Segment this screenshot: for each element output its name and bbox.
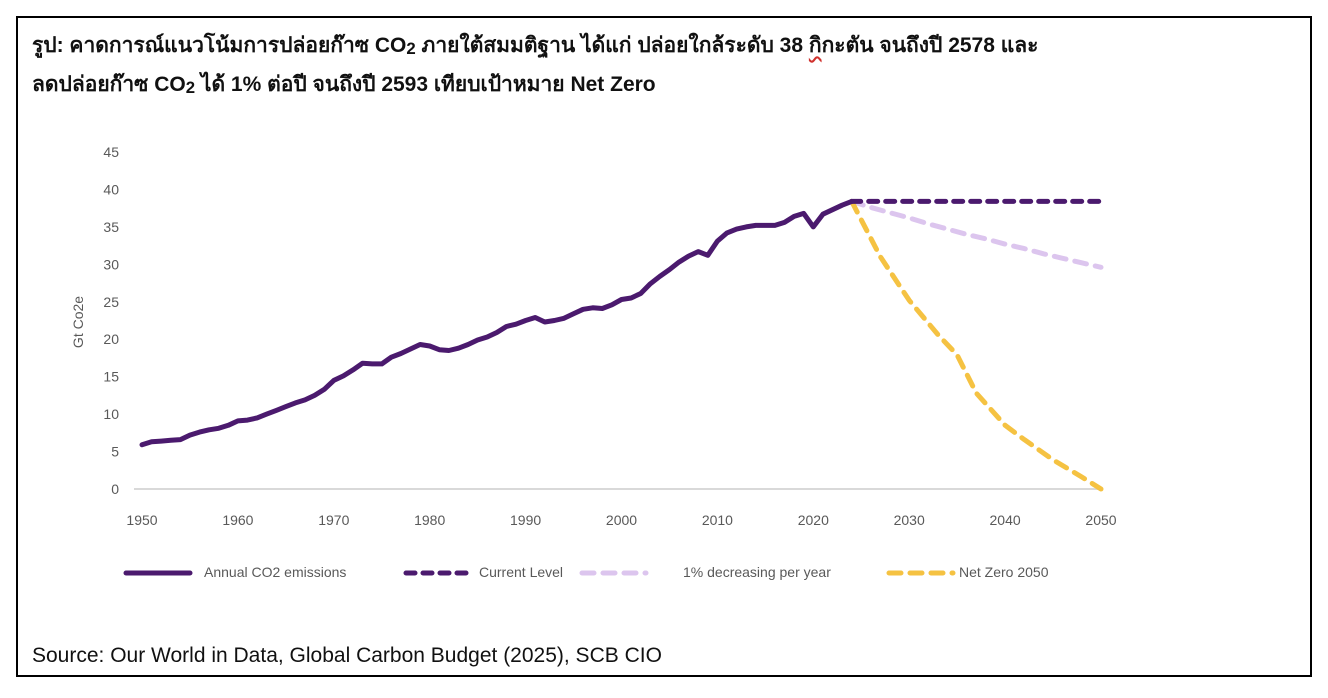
y-tick-label: 40 <box>103 181 119 197</box>
y-tick-label: 10 <box>103 406 119 422</box>
figure-frame <box>16 16 1312 677</box>
x-tick-label: 2040 <box>990 512 1021 528</box>
y-tick-label: 25 <box>103 294 119 310</box>
x-tick-label: 2020 <box>798 512 829 528</box>
x-tick-label: 1960 <box>222 512 253 528</box>
series-group <box>139 198 1104 492</box>
y-tick-label: 15 <box>103 369 119 385</box>
y-tick-label: 5 <box>111 444 119 460</box>
spellcheck-underlined-word: กิ <box>808 34 822 57</box>
x-tick-label: 1950 <box>126 512 157 528</box>
y-axis-ticks: 0 5 10 15 20 25 30 35 40 45 <box>103 144 119 497</box>
legend-item: Annual CO2 emissions <box>123 564 346 580</box>
legend: Annual CO2 emissions Current Level 1% decr… <box>123 564 1049 580</box>
legend-label: Net Zero 2050 <box>959 564 1049 580</box>
y-tick-label: 35 <box>103 219 119 235</box>
y-tick-label: 0 <box>111 481 119 497</box>
y-tick-label: 45 <box>103 144 119 160</box>
x-axis-ticks: 1950 1960 1970 1980 1990 2000 2010 2020 2030 2040… <box>126 512 1116 528</box>
x-tick-label: 2030 <box>894 512 925 528</box>
x-tick-label: 1970 <box>318 512 349 528</box>
series-1pct-decreasing <box>849 198 1104 270</box>
title-line-2: ลดปล่อยก๊าซ CO2 ได้ 1% ต่อปี จนถึงปี 259… <box>32 73 656 97</box>
x-tick-label: 2010 <box>702 512 733 528</box>
series-net-zero-2050 <box>849 198 1104 492</box>
source-note: Source: Our World in Data, Global Carbon… <box>32 644 662 667</box>
legend-item: 1% decreasing per year <box>579 564 831 580</box>
legend-item: Net Zero 2050 <box>886 564 1049 580</box>
y-tick-label: 30 <box>103 256 119 272</box>
title-line-1: รูป: คาดการณ์แนวโน้มการปล่อยก๊าซ CO2 ภาย… <box>32 34 1039 58</box>
x-tick-label: 2050 <box>1085 512 1116 528</box>
legend-label: 1% decreasing per year <box>683 564 831 580</box>
legend-item: Current Level <box>403 564 563 580</box>
legend-label: Annual CO2 emissions <box>204 564 346 580</box>
x-tick-label: 1990 <box>510 512 541 528</box>
y-tick-label: 20 <box>103 331 119 347</box>
y-axis-label: Gt Co2e <box>70 296 86 348</box>
x-tick-label: 1980 <box>414 512 445 528</box>
x-tick-label: 2000 <box>606 512 637 528</box>
legend-label: Current Level <box>479 564 563 580</box>
series-annual-co2-emissions <box>139 198 855 448</box>
figure-title: รูป: คาดการณ์แนวโน้มการปล่อยก๊าซ CO2 ภาย… <box>32 28 1302 106</box>
